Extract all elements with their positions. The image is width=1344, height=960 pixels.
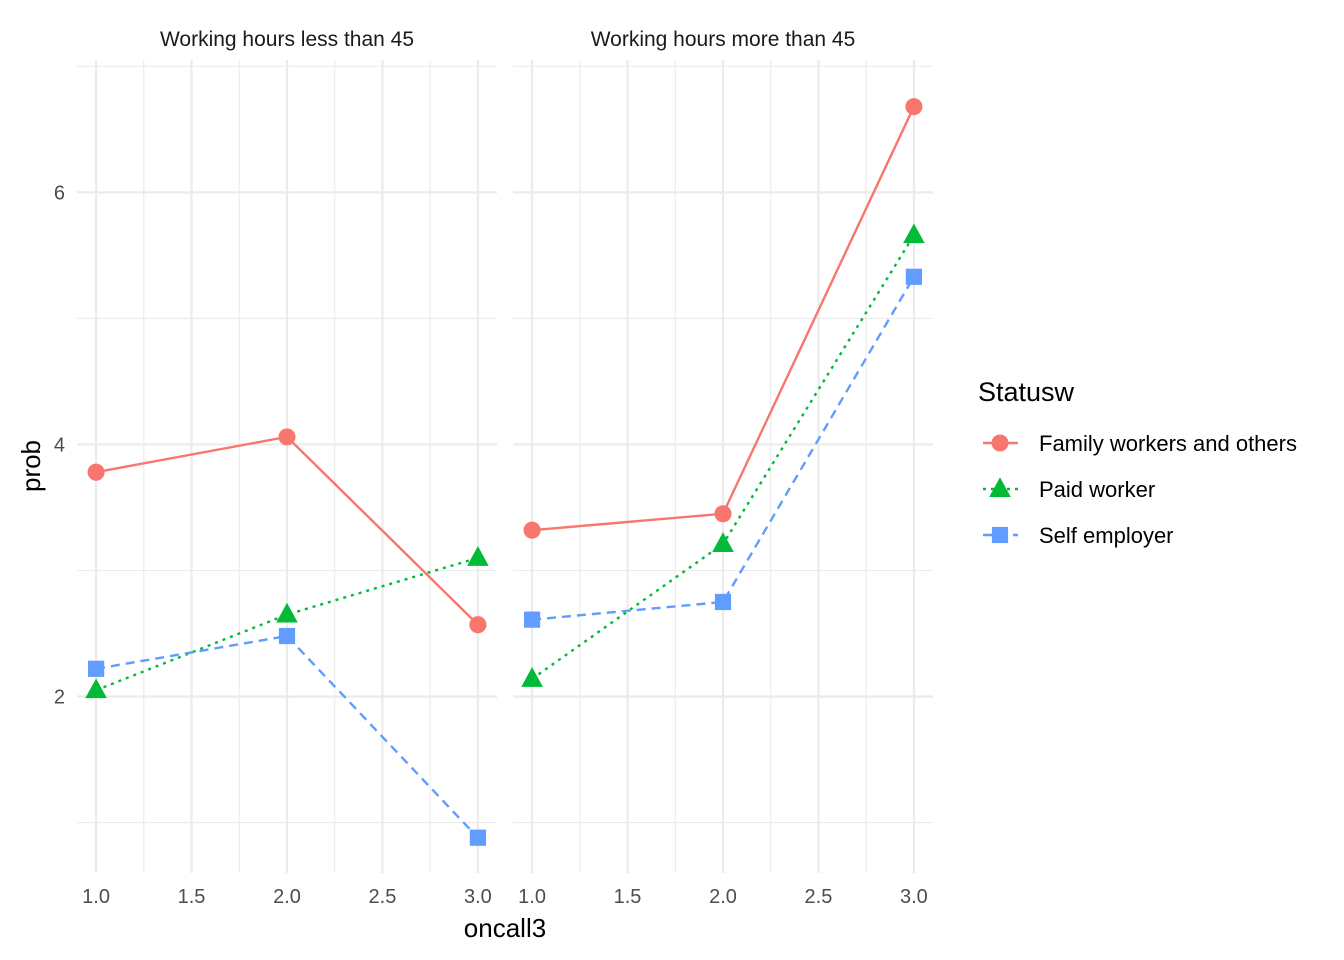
data-point (523, 521, 541, 539)
x-axis-title: oncall3 (464, 913, 546, 943)
legend-marker (991, 526, 1009, 544)
y-tick-label: 6 (54, 182, 65, 204)
x-tick-label: 1.5 (178, 886, 206, 908)
data-point (521, 667, 543, 687)
facet-strip-label: Working hours more than 45 (591, 28, 856, 51)
legend-item-paid-worker: Paid worker (983, 477, 1155, 502)
x-tick-label: 2.5 (805, 886, 833, 908)
legend-label: Self employer (1039, 523, 1174, 548)
data-point (278, 428, 296, 446)
x-tick-label: 2.0 (273, 886, 301, 908)
legend-item-self-employer: Self employer (983, 523, 1174, 548)
data-point (85, 678, 107, 699)
x-tick-label: 1.0 (518, 886, 546, 908)
legend-label: Paid worker (1039, 477, 1155, 502)
data-point (469, 616, 487, 634)
x-tick-label: 3.0 (464, 886, 492, 908)
series-paid-worker (521, 223, 925, 687)
x-tick-label: 2.0 (709, 886, 737, 908)
data-point (714, 593, 732, 611)
series-line (531, 276, 915, 621)
x-tick-label: 1.0 (82, 886, 110, 908)
data-point (903, 223, 925, 244)
series-self-employer (523, 268, 923, 628)
legend: Statusw Family workers and others Paid wo… (978, 377, 1297, 548)
facet-strip-label: Working hours less than 45 (160, 28, 414, 51)
x-tick-label: 3.0 (900, 886, 928, 908)
legend-title: Statusw (978, 377, 1075, 407)
legend-marker (989, 477, 1011, 497)
x-tick-label: 2.5 (369, 886, 397, 908)
legend-item-family-workers-and-others: Family workers and others (983, 431, 1297, 456)
data-point (905, 268, 923, 285)
data-point (467, 546, 489, 566)
series-line (95, 556, 479, 692)
x-tick-labels: 1.0 1.5 2.0 2.5 3.0 1.0 1.5 2.0 2.5 3.0 (82, 886, 928, 908)
legend-label: Family workers and others (1039, 431, 1297, 456)
y-tick-label: 4 (54, 434, 65, 456)
data-point (276, 602, 298, 623)
data-point (87, 463, 105, 481)
panel-working-hours-less-than-45: Working hours less than 45 (77, 28, 497, 873)
series-family-workers-and-others (87, 428, 487, 634)
data-point (523, 611, 541, 628)
series-self-employer (87, 627, 487, 846)
y-tick-label: 2 (54, 687, 65, 709)
series-family-workers-and-others (523, 98, 923, 539)
data-point (712, 532, 734, 552)
legend-marker (991, 434, 1009, 452)
data-point (278, 627, 296, 645)
series-paid-worker (85, 546, 489, 699)
y-tick-labels: 2 4 6 (54, 182, 65, 708)
series-line (95, 634, 479, 839)
data-point (714, 505, 732, 523)
y-axis-title: prob (16, 440, 46, 492)
data-point (905, 98, 923, 116)
data-point (469, 829, 487, 846)
data-point (87, 660, 105, 677)
chart-panels: Working hours less than 45 Working hours … (77, 28, 933, 873)
panel-working-hours-more-than-45: Working hours more than 45 (513, 28, 933, 873)
x-tick-label: 1.5 (614, 886, 642, 908)
